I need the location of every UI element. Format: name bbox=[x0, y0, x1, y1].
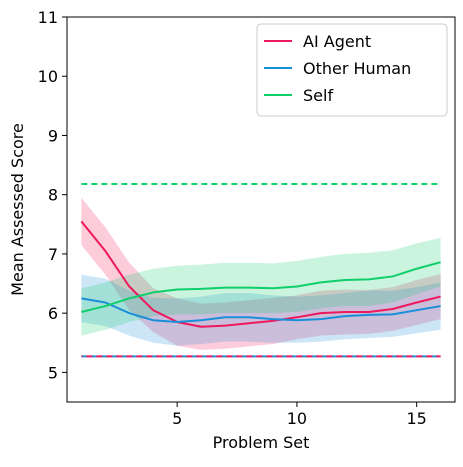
y-tick-label: 5 bbox=[48, 363, 58, 382]
confidence-band-self bbox=[81, 237, 441, 336]
y-tick-label: 8 bbox=[48, 186, 58, 205]
y-tick-label: 10 bbox=[38, 67, 58, 86]
legend-label: Other Human bbox=[303, 59, 411, 78]
x-tick-label: 10 bbox=[287, 409, 307, 428]
x-axis-label: Problem Set bbox=[213, 433, 310, 452]
reference-lines bbox=[81, 183, 441, 358]
series-line-self bbox=[81, 261, 441, 313]
plot-frame bbox=[66, 16, 456, 403]
x-tick-label: 15 bbox=[406, 409, 426, 428]
y-tick-label: 7 bbox=[48, 245, 58, 264]
y-tick-label: 11 bbox=[38, 8, 58, 27]
legend-label: Self bbox=[303, 86, 333, 105]
series-line-other-human bbox=[81, 297, 441, 324]
series-lines bbox=[80, 220, 441, 328]
legend-box bbox=[256, 23, 448, 117]
y-axis-label: Mean Assessed Score bbox=[8, 123, 27, 296]
y-axis-ticks: 5 6 7 8 9 10 11 bbox=[38, 8, 67, 382]
y-tick-label: 9 bbox=[48, 126, 58, 145]
series-line-ai-agent bbox=[80, 220, 441, 328]
legend: AI Agent Other Human Self bbox=[256, 23, 448, 117]
y-tick-label: 6 bbox=[48, 304, 58, 323]
confidence-band-other-human bbox=[81, 274, 441, 346]
legend-label: AI Agent bbox=[303, 32, 371, 51]
x-tick-label: 5 bbox=[172, 409, 182, 428]
x-axis-ticks: 5 10 15 bbox=[172, 402, 427, 428]
confidence-bands bbox=[81, 197, 441, 350]
